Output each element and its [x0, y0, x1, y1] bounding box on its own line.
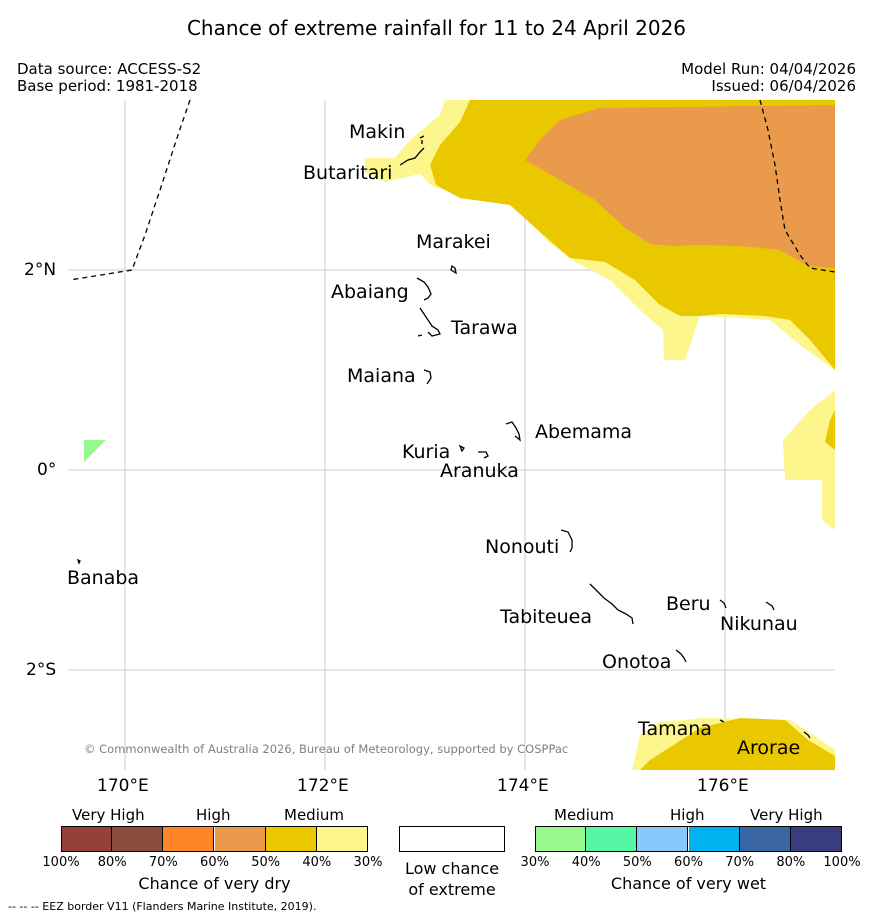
wet-colorbar-swatch	[586, 826, 638, 852]
marakei-island-shape	[450, 264, 457, 275]
place-label-onotoa: Onotoa	[602, 651, 672, 673]
lon-tick-label: 172°E	[297, 776, 349, 796]
place-label-makin: Makin	[349, 121, 406, 143]
wet-colorbar-swatch	[535, 826, 587, 852]
tabiteuea-island-shape	[589, 583, 634, 625]
wet-colorbar-tick-label: 100%	[823, 855, 861, 870]
wet-30-40-region-west	[84, 440, 106, 462]
lat-tick-label: 0°	[37, 460, 57, 480]
wet-header-high: High	[670, 806, 705, 824]
place-label-abemama: Abemama	[535, 421, 633, 443]
dry-50-60-region-northeast	[525, 105, 835, 268]
low-chance-title-line1: Low chance	[404, 859, 500, 878]
butaritari-island-shape	[399, 147, 425, 166]
wet-header-very-high: Very High	[750, 806, 823, 824]
dry-header-medium: Medium	[284, 806, 344, 824]
nikunau-island-shape	[765, 601, 775, 611]
wet-colorbar-swatch	[637, 826, 689, 852]
place-label-tabiteuea: Tabiteuea	[500, 606, 592, 628]
dry-40-50-region-east	[825, 410, 835, 450]
wet-colorbar-tick-label: 40%	[571, 855, 601, 870]
lat-tick-label: 2°N	[24, 260, 57, 280]
place-label-tamana: Tamana	[638, 718, 712, 740]
dry-colorbar-swatch	[61, 826, 113, 852]
dry-40-50-region-south	[640, 718, 835, 770]
arorae-island-shape	[803, 731, 811, 739]
lat-tick-label: 2°S	[26, 660, 57, 680]
abaiang-island-shape	[416, 277, 432, 301]
wet-colorbar-tick-label: 30%	[520, 855, 550, 870]
dry-colorbar-tick-label: 30%	[353, 855, 383, 870]
wet-colorbar-tick-label: 50%	[622, 855, 652, 870]
kuria-island-shape	[458, 444, 465, 453]
dry-colorbar-swatch	[163, 826, 215, 852]
dry-colorbar-tick-label: 40%	[302, 855, 332, 870]
wet-colorbar-tick-label: 80%	[776, 855, 806, 870]
eez-borders	[69, 99, 836, 281]
dry-colorbar-title: Chance of very dry	[138, 874, 291, 893]
lon-tick-label: 176°E	[697, 776, 749, 796]
place-label-banaba: Banaba	[67, 567, 140, 589]
map-title: Chance of extreme rainfall for 11 to 24 …	[186, 16, 687, 40]
dry-colorbar-swatch	[214, 826, 266, 852]
low-chance-title-line2: of extreme	[408, 880, 496, 899]
aranuka-island-shape	[478, 451, 489, 459]
place-label-beru: Beru	[666, 593, 711, 615]
wet-header-medium: Medium	[554, 806, 614, 824]
issued-label: Issued: 06/04/2026	[711, 77, 856, 95]
place-label-nonouti: Nonouti	[485, 536, 560, 558]
dry-30-40-region-east	[783, 390, 835, 530]
place-label-arorae: Arorae	[737, 737, 801, 759]
place-label-butaritari: Butaritari	[303, 162, 393, 184]
dry-colorbar-swatch	[112, 826, 164, 852]
copyright-notice: © Commonwealth of Australia 2026, Bureau…	[84, 742, 569, 756]
abemama-island-shape	[505, 421, 521, 442]
dry-colorbar-tick-label: 50%	[251, 855, 281, 870]
lon-tick-label: 170°E	[97, 776, 149, 796]
dry-colorbar-tick-label: 60%	[200, 855, 229, 870]
banaba-island-shape	[76, 558, 81, 565]
base-period-label: Base period: 1981-2018	[17, 77, 198, 95]
place-label-abaiang: Abaiang	[331, 281, 409, 303]
makin-island-shape	[419, 135, 425, 144]
nonouti-island-shape	[560, 529, 573, 553]
tarawa-island-shape	[417, 307, 441, 337]
tamana-island-shape	[719, 719, 725, 723]
dry-header-high: High	[196, 806, 231, 824]
dry-colorbar-tick-label: 70%	[148, 855, 178, 870]
dry-colorbar-swatch	[265, 826, 317, 852]
wet-colorbar-swatch	[739, 826, 791, 852]
wet-colorbar-tick-label: 60%	[674, 855, 703, 870]
dry-header-very-high: Very High	[72, 806, 145, 824]
data-source-label: Data source: ACCESS-S2	[17, 60, 202, 78]
place-label-marakei: Marakei	[416, 231, 491, 253]
island-outlines	[76, 135, 811, 739]
dry-colorbar-frame	[61, 826, 368, 852]
wet-colorbar-title: Chance of very wet	[610, 874, 767, 893]
low-chance-swatch	[399, 826, 505, 852]
eez-legend-note: -- -- -- EEZ border V11 (Flanders Marine…	[8, 900, 317, 913]
place-label-aranuka: Aranuka	[440, 460, 519, 482]
maiana-island-shape	[423, 369, 432, 385]
wet-colorbar-swatch	[688, 826, 740, 852]
place-label-maiana: Maiana	[347, 365, 416, 387]
wet-colorbar-frame	[535, 826, 842, 852]
place-label-tarawa: Tarawa	[451, 317, 518, 339]
lon-tick-label: 174°E	[497, 776, 549, 796]
wet-colorbar-tick-label: 70%	[725, 855, 755, 870]
dry-colorbar-tick-label: 100%	[42, 855, 80, 870]
beru-island-shape	[719, 599, 727, 609]
model-run-label: Model Run: 04/04/2026	[681, 60, 856, 78]
dry-colorbar-tick-label: 80%	[97, 855, 127, 870]
place-label-nikunau: Nikunau	[720, 613, 798, 635]
onotoa-island-shape	[675, 649, 687, 663]
place-label-kuria: Kuria	[402, 441, 451, 463]
